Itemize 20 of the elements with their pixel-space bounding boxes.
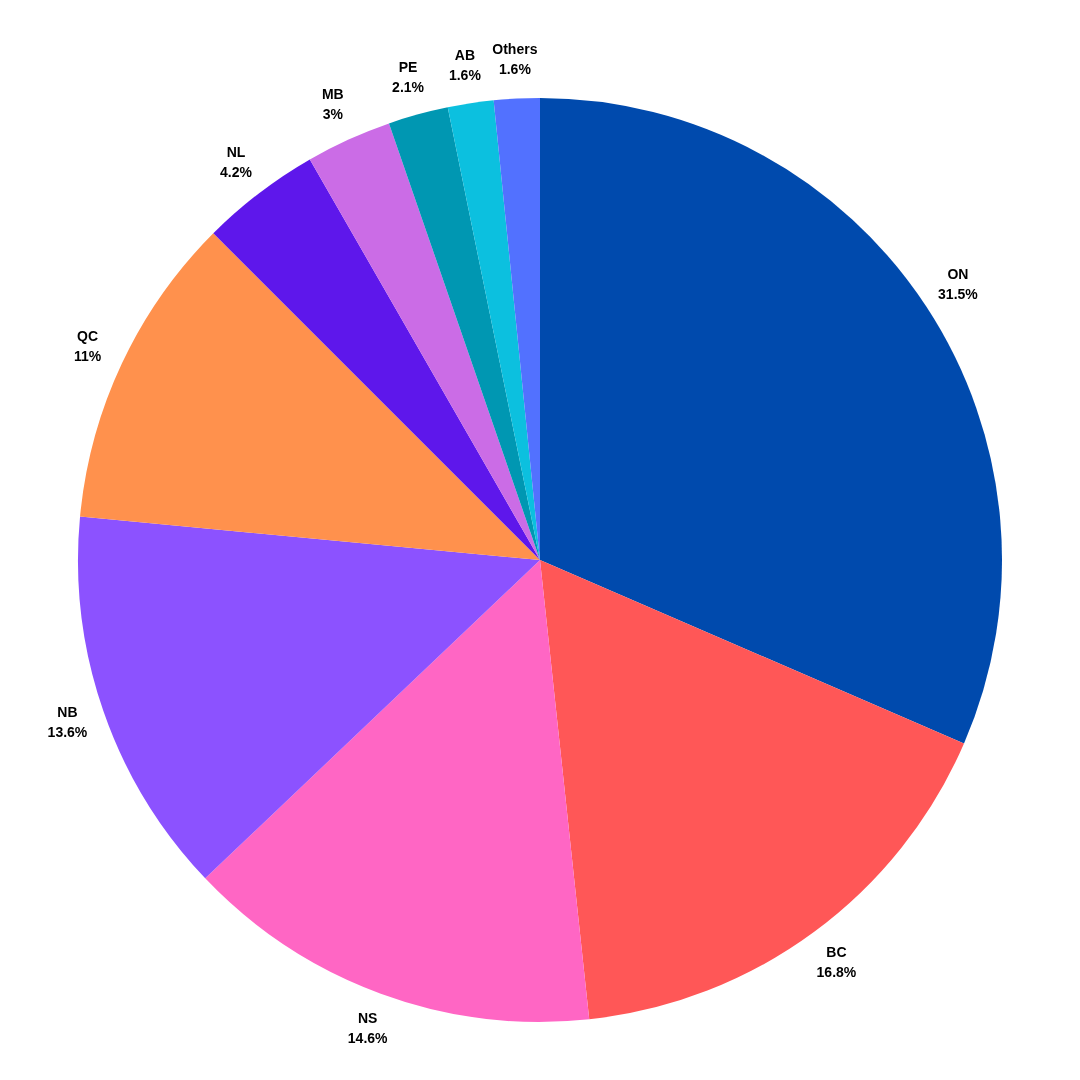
data-label: 14.6% — [347, 1030, 389, 1047]
data-label: 1.6% — [498, 61, 532, 78]
slice-label: Others — [492, 41, 538, 58]
data-label: 13.6% — [47, 724, 88, 741]
data-label: 31.5% — [938, 286, 979, 303]
slice-label: NS — [357, 1010, 378, 1027]
data-label: 16.8% — [816, 963, 857, 980]
slice-label: ON — [947, 266, 969, 283]
slice-label: NB — [57, 704, 78, 721]
slice-label: MB — [321, 85, 344, 102]
data-label: 2.1% — [392, 78, 425, 95]
slice-label: PE — [398, 58, 418, 75]
slice-label: AB — [454, 46, 475, 63]
slice-label: NL — [226, 143, 246, 160]
slice-label: BC — [826, 943, 847, 960]
slice-label: QC — [77, 327, 99, 344]
data-label: 11% — [73, 347, 102, 364]
data-label: 4.2% — [220, 163, 253, 180]
data-label: 3% — [322, 105, 344, 122]
data-label: 1.6% — [448, 66, 482, 83]
